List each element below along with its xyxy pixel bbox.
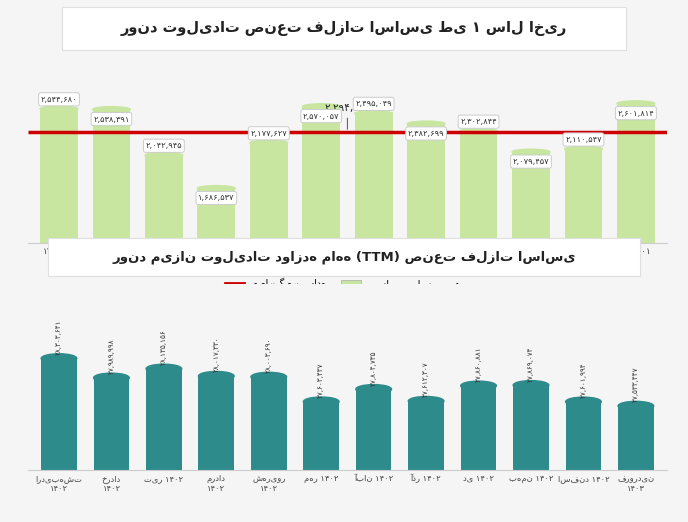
Text: ۲۷,۶۱۲,۳۰۷: ۲۷,۶۱۲,۳۰۷: [423, 362, 429, 397]
Text: ۲۷,۶۰۳,۴۳۷: ۲۷,۶۰۳,۴۳۷: [319, 362, 324, 398]
Ellipse shape: [356, 385, 391, 394]
Bar: [302, 106, 340, 345]
Text: ۲,۳۸۲,۶۹۹: ۲,۳۸۲,۶۹۹: [408, 129, 444, 138]
Ellipse shape: [303, 397, 339, 406]
Bar: [408, 401, 444, 522]
Ellipse shape: [197, 342, 235, 348]
Ellipse shape: [302, 104, 340, 109]
Ellipse shape: [618, 401, 654, 411]
Bar: [94, 378, 129, 522]
Ellipse shape: [408, 397, 444, 406]
Bar: [250, 143, 288, 345]
Ellipse shape: [250, 342, 288, 348]
Ellipse shape: [40, 106, 78, 112]
Bar: [355, 113, 393, 345]
Ellipse shape: [617, 101, 655, 106]
Bar: [197, 188, 235, 345]
Ellipse shape: [407, 121, 445, 127]
Bar: [407, 124, 445, 345]
Ellipse shape: [355, 111, 393, 116]
Text: ۲,۵۳۸,۳۹۱: ۲,۵۳۸,۳۹۱: [94, 114, 129, 124]
Bar: [40, 109, 78, 345]
Text: ۲۷,۹۸۹,۹۹۸: ۲۷,۹۸۹,۹۹۸: [109, 339, 114, 374]
Bar: [93, 110, 130, 345]
Ellipse shape: [93, 342, 130, 348]
Ellipse shape: [41, 354, 77, 363]
Ellipse shape: [93, 106, 130, 112]
Bar: [41, 359, 77, 522]
Bar: [565, 149, 602, 345]
Ellipse shape: [197, 186, 235, 191]
Bar: [146, 369, 182, 522]
Ellipse shape: [566, 397, 601, 406]
Ellipse shape: [94, 373, 129, 383]
Text: ۲۸,۰۱۷,۳۳۰: ۲۸,۰۱۷,۳۳۰: [213, 337, 219, 372]
Ellipse shape: [512, 149, 550, 155]
Text: ۲۷,۸۶۹,۰۷۴: ۲۷,۸۶۹,۰۷۴: [528, 346, 534, 382]
Ellipse shape: [199, 372, 234, 381]
Text: ۲۷,۶۰۱,۹۹۴: ۲۷,۶۰۱,۹۹۴: [581, 362, 586, 398]
Bar: [617, 103, 655, 345]
Text: ۲,۰۷۹,۴۵۷: ۲,۰۷۹,۴۵۷: [513, 157, 549, 166]
Text: ۲,۱۷۷,۶۲۷: ۲,۱۷۷,۶۲۷: [250, 129, 287, 138]
Ellipse shape: [407, 342, 445, 348]
Bar: [461, 386, 496, 522]
Ellipse shape: [617, 342, 655, 348]
Bar: [512, 152, 550, 345]
Bar: [618, 406, 654, 522]
Bar: [251, 377, 287, 522]
Ellipse shape: [251, 372, 287, 382]
Text: ۲,۴۹۵,۰۴۹: ۲,۴۹۵,۰۴۹: [355, 99, 392, 109]
Bar: [199, 376, 234, 522]
Ellipse shape: [512, 342, 550, 348]
Ellipse shape: [355, 342, 393, 348]
Bar: [460, 131, 497, 345]
Ellipse shape: [460, 342, 497, 348]
Text: روند تولیدات صنعت فلزات اساسی طی ١ سال اخیر: روند تولیدات صنعت فلزات اساسی طی ١ سال ا…: [121, 21, 567, 35]
Text: ۲,۱۱۰,۵۴۷: ۲,۱۱۰,۵۴۷: [565, 135, 602, 144]
Bar: [145, 156, 183, 345]
Text: روند میزان تولیدات دوازده ماهه (TTM) صنعت فلزات اساسی: روند میزان تولیدات دوازده ماهه (TTM) صنع…: [112, 250, 576, 264]
Ellipse shape: [40, 342, 78, 348]
Text: ۱,۶۸۶,۵۳۷: ۱,۶۸۶,۵۳۷: [198, 194, 235, 203]
Text: ۲,۳۰۲,۸۴۴: ۲,۳۰۲,۸۴۴: [460, 117, 497, 126]
Text: ۲,۶۰۱,۸۱۴: ۲,۶۰۱,۸۱۴: [618, 109, 654, 117]
Text: ۲۷,۸۰۴,۷۳۵: ۲۷,۸۰۴,۷۳۵: [371, 350, 376, 386]
Ellipse shape: [145, 342, 183, 348]
Text: ۲۷,۵۳۳,۴۴۷: ۲۷,۵۳۳,۴۴۷: [633, 367, 639, 402]
Text: ۲۸,۱۳۵,۱۵۶: ۲۸,۱۳۵,۱۵۶: [161, 329, 167, 365]
Ellipse shape: [145, 152, 183, 158]
Text: ۲۷,۸۶۰,۸۸۱: ۲۷,۸۶۰,۸۸۱: [475, 347, 482, 382]
Text: ۲,۰۴۲,۹۴۵: ۲,۰۴۲,۹۴۵: [146, 141, 182, 150]
Text: ۲,۵۷۰,۰۵۷: ۲,۵۷۰,۰۵۷: [303, 112, 339, 121]
Bar: [356, 389, 391, 522]
Ellipse shape: [565, 146, 602, 152]
Ellipse shape: [146, 364, 182, 373]
Text: ۲,۵۴۴,۶۸۰: ۲,۵۴۴,۶۸۰: [41, 95, 77, 104]
Bar: [303, 401, 339, 522]
Ellipse shape: [250, 140, 288, 146]
Ellipse shape: [460, 128, 497, 134]
Ellipse shape: [302, 342, 340, 348]
Ellipse shape: [513, 381, 549, 390]
Ellipse shape: [461, 381, 496, 390]
Text: ۲۸,۳۰۳,۶۴۱: ۲۸,۳۰۳,۶۴۱: [56, 319, 62, 354]
Ellipse shape: [565, 342, 602, 348]
Bar: [513, 385, 549, 522]
Text: ۲,۲۹۴,۳۷۱: ۲,۲۹۴,۳۷۱: [324, 103, 371, 129]
Text: ۲۸,۰۰۳,۶۹۰: ۲۸,۰۰۳,۶۹۰: [266, 338, 272, 373]
Legend: میانگین ساده, میزان تولید صنعت: میانگین ساده, میزان تولید صنعت: [221, 274, 474, 293]
Bar: [566, 402, 601, 522]
